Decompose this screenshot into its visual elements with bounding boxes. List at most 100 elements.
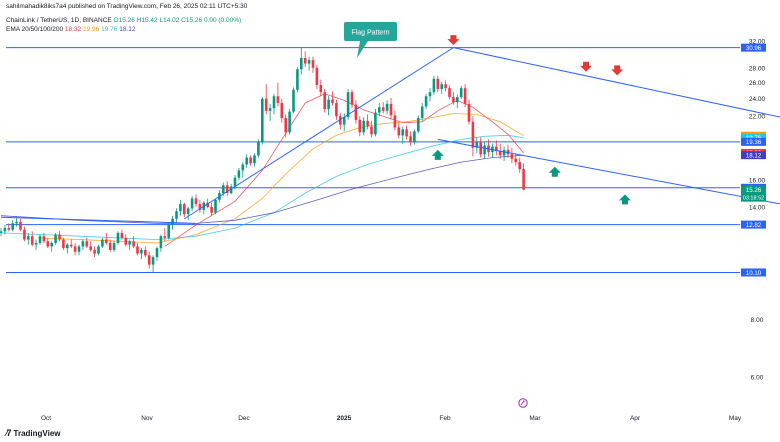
candle xyxy=(77,244,81,256)
candle xyxy=(307,56,311,71)
ohlc-close: C15.26 xyxy=(181,17,203,24)
up-arrow-icon xyxy=(431,149,444,160)
x-tick-label: Dec xyxy=(238,415,250,422)
candle xyxy=(210,202,213,216)
candle xyxy=(444,80,447,92)
candle xyxy=(296,67,299,93)
candle xyxy=(27,232,30,245)
candle xyxy=(0,228,3,237)
candle xyxy=(292,87,295,114)
candle-body xyxy=(300,58,303,70)
candle-body xyxy=(140,249,143,254)
candle xyxy=(264,84,268,115)
event-marker-glyph xyxy=(520,400,525,406)
y-tick-label: 26.00 xyxy=(749,80,766,87)
candle xyxy=(105,232,108,245)
candle-body xyxy=(272,96,276,109)
candle-body xyxy=(175,211,178,219)
tradingview-brand: TradingView xyxy=(13,428,61,438)
candle xyxy=(144,246,147,258)
candle-body xyxy=(253,155,256,164)
candle-body xyxy=(264,98,268,111)
x-tick-label: 2025 xyxy=(337,415,352,422)
candle-body xyxy=(448,88,451,98)
candle xyxy=(370,120,373,138)
candle xyxy=(331,91,334,106)
candle xyxy=(183,202,186,218)
candle-body xyxy=(23,229,26,240)
candle xyxy=(112,241,116,252)
candle xyxy=(159,234,163,252)
ema-legend: EMA 20/50/100/200 18.32 19.96 19.76 18.1… xyxy=(6,26,135,33)
candle-body xyxy=(69,244,73,247)
candle xyxy=(136,242,139,256)
ohlc-change: 0.00 (0.00%) xyxy=(203,17,242,24)
candle xyxy=(249,155,252,166)
candle xyxy=(448,85,451,100)
candle-body xyxy=(46,241,50,247)
candle xyxy=(495,140,498,156)
candle xyxy=(175,208,178,224)
candle xyxy=(58,231,61,242)
candle xyxy=(409,131,412,146)
candle xyxy=(257,139,260,158)
candle xyxy=(389,97,393,119)
event-marker-icon xyxy=(518,398,528,408)
publish-info: sahilmahadik8iks7a4 published on Trading… xyxy=(6,3,248,10)
candle-body xyxy=(85,241,89,247)
up-arrow-icon xyxy=(548,166,561,177)
candle-body xyxy=(194,198,198,205)
candle-body xyxy=(405,129,408,137)
candle-body xyxy=(105,239,108,243)
candle xyxy=(155,246,159,261)
ohlc-low: L14.02 xyxy=(159,17,180,24)
callout-label: Flag Pattern xyxy=(351,30,389,37)
candle xyxy=(179,199,182,216)
price-badge xyxy=(741,137,766,146)
candle-body xyxy=(342,117,346,125)
candle-body xyxy=(249,157,252,164)
candle-body xyxy=(307,60,311,64)
candle-body xyxy=(73,246,77,252)
candle xyxy=(15,217,18,227)
candle-body xyxy=(89,246,92,250)
candle xyxy=(417,115,420,134)
trendline-flag-lower xyxy=(437,138,780,205)
candle xyxy=(214,198,217,215)
candle-body xyxy=(346,92,350,118)
candle xyxy=(284,114,287,138)
candle-body xyxy=(245,157,248,165)
candle xyxy=(506,144,510,158)
candle-body xyxy=(432,78,436,93)
candle xyxy=(522,163,525,191)
candle-body xyxy=(101,239,104,247)
candle-body xyxy=(58,234,61,240)
candle xyxy=(510,147,514,164)
candle xyxy=(163,228,167,242)
candle xyxy=(300,47,303,75)
y-tick-label: 14.00 xyxy=(749,204,766,211)
candle-body xyxy=(155,248,159,258)
candle xyxy=(405,125,408,140)
price-badge xyxy=(741,133,766,142)
price-badge-countdown: 03:18:52 xyxy=(743,196,764,202)
candle xyxy=(378,102,381,117)
trendline-pole xyxy=(184,47,454,220)
candle-body xyxy=(257,141,260,156)
candle-body xyxy=(116,232,120,243)
candle-body xyxy=(186,208,190,215)
candle-body xyxy=(417,118,420,132)
candle-body xyxy=(483,145,486,155)
candle xyxy=(202,201,206,215)
candle-body xyxy=(261,98,264,142)
candle-body xyxy=(183,204,186,215)
ema20-line xyxy=(164,93,524,247)
candle xyxy=(374,109,377,137)
ohlc-open: O15.26 xyxy=(113,17,135,24)
candle-body xyxy=(3,228,7,232)
horizontal-levels xyxy=(6,47,740,273)
candle xyxy=(34,239,38,250)
candle xyxy=(491,143,494,158)
candle xyxy=(319,79,323,97)
